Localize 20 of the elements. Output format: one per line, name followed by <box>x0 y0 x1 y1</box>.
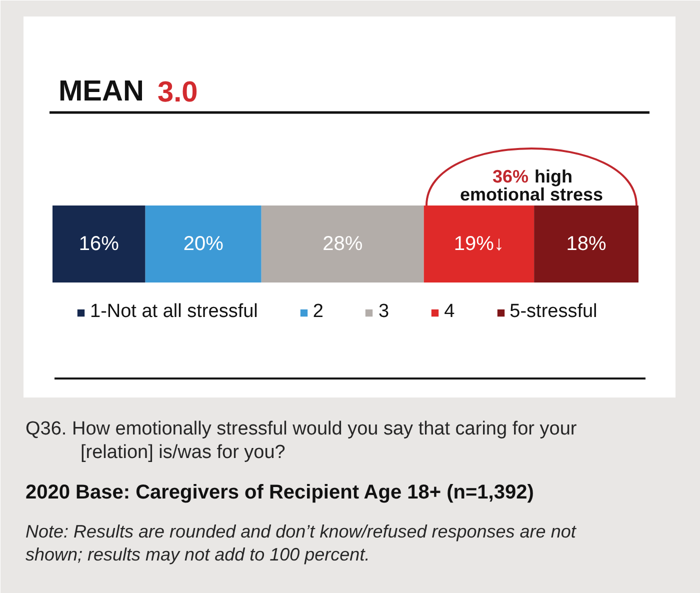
text: Q36. How emotionally stressful would you say that caring for your [relation] is/was for you? <box>26 418 578 463</box>
legend-label: 1-Not at all stressful <box>90 301 258 323</box>
data-label: 18% <box>566 233 607 255</box>
bar <box>145 206 262 282</box>
legend-label: 3 <box>378 301 390 323</box>
data-label: 16% <box>78 233 120 255</box>
legend-label: 5-stressful <box>510 301 598 323</box>
legend-label: 4 <box>444 301 455 323</box>
bar <box>261 206 424 282</box>
bar <box>534 206 638 282</box>
data-label: 20% <box>183 233 224 255</box>
text: 36% high emotional stress <box>460 166 604 204</box>
bar <box>424 206 534 282</box>
data-label: 28% <box>322 233 363 255</box>
bar <box>52 206 146 282</box>
text: Note: Results are rounded and don’t know/refused responses are not shown; results may not add to 100 percent. <box>26 522 577 564</box>
data-label: 19%↓ <box>454 233 504 255</box>
chart-title: MEAN 3.0 <box>58 76 198 108</box>
legend-label: 2 <box>312 301 324 323</box>
text: 2020 Base: Caregivers of Recipient Age 18+ (n=1,392) <box>26 482 534 504</box>
